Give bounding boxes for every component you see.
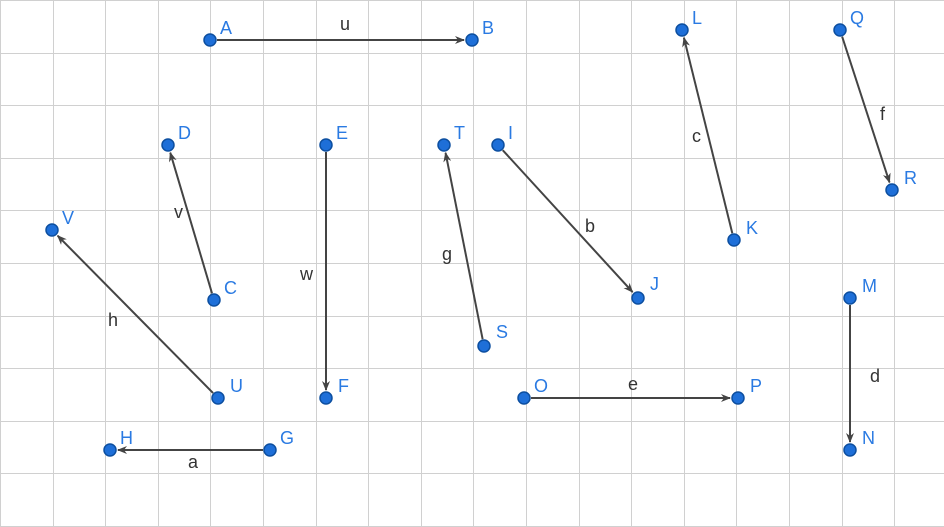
- vector-label-a: a: [188, 452, 199, 472]
- point-P: [732, 392, 744, 404]
- vector-label-e: e: [628, 374, 638, 394]
- point-label-F: F: [338, 376, 349, 396]
- vector-label-g: g: [442, 244, 452, 264]
- vector-label-c: c: [692, 126, 701, 146]
- point-label-E: E: [336, 123, 348, 143]
- point-label-N: N: [862, 428, 875, 448]
- point-A: [204, 34, 216, 46]
- grid: [0, 0, 944, 527]
- vector-diagram: u v w g b c f h e d a A B L Q D E T I R V K C J M S U F O P H G N: [0, 0, 944, 527]
- point-V: [46, 224, 58, 236]
- point-label-K: K: [746, 218, 758, 238]
- point-K: [728, 234, 740, 246]
- point-S: [478, 340, 490, 352]
- vector-v: [170, 153, 212, 294]
- vector-label-h: h: [108, 310, 118, 330]
- point-label-H: H: [120, 428, 133, 448]
- point-label-B: B: [482, 18, 494, 38]
- point-label-S: S: [496, 322, 508, 342]
- point-Q: [834, 24, 846, 36]
- point-label-C: C: [224, 278, 237, 298]
- point-label-O: O: [534, 376, 548, 396]
- point-I: [492, 139, 504, 151]
- vector-label-v: v: [174, 202, 183, 222]
- point-label-A: A: [220, 18, 232, 38]
- point-B: [466, 34, 478, 46]
- point-label-U: U: [230, 376, 243, 396]
- point-label-J: J: [650, 274, 659, 294]
- point-label-T: T: [454, 123, 465, 143]
- point-label-L: L: [692, 8, 702, 28]
- vector-label-f: f: [880, 104, 886, 124]
- vector-h: [58, 236, 213, 393]
- point-T: [438, 139, 450, 151]
- point-label-I: I: [508, 123, 513, 143]
- point-C: [208, 294, 220, 306]
- point-label-G: G: [280, 428, 294, 448]
- point-U: [212, 392, 224, 404]
- point-label-V: V: [62, 208, 74, 228]
- vector-label-b: b: [585, 216, 595, 236]
- labels-layer: u v w g b c f h e d a A B L Q D E T I R V K C J M S U F O P H G N: [62, 8, 917, 472]
- point-label-P: P: [750, 376, 762, 396]
- vector-label-w: w: [299, 264, 314, 284]
- point-G: [264, 444, 276, 456]
- point-H: [104, 444, 116, 456]
- vector-label-u: u: [340, 14, 350, 34]
- points-layer: [46, 24, 898, 456]
- point-label-R: R: [904, 168, 917, 188]
- point-label-Q: Q: [850, 8, 864, 28]
- point-label-M: M: [862, 276, 877, 296]
- point-E: [320, 139, 332, 151]
- point-label-D: D: [178, 123, 191, 143]
- point-D: [162, 139, 174, 151]
- point-L: [676, 24, 688, 36]
- vector-label-d: d: [870, 366, 880, 386]
- point-J: [632, 292, 644, 304]
- point-M: [844, 292, 856, 304]
- point-R: [886, 184, 898, 196]
- point-O: [518, 392, 530, 404]
- vector-b: [503, 150, 633, 292]
- point-F: [320, 392, 332, 404]
- point-N: [844, 444, 856, 456]
